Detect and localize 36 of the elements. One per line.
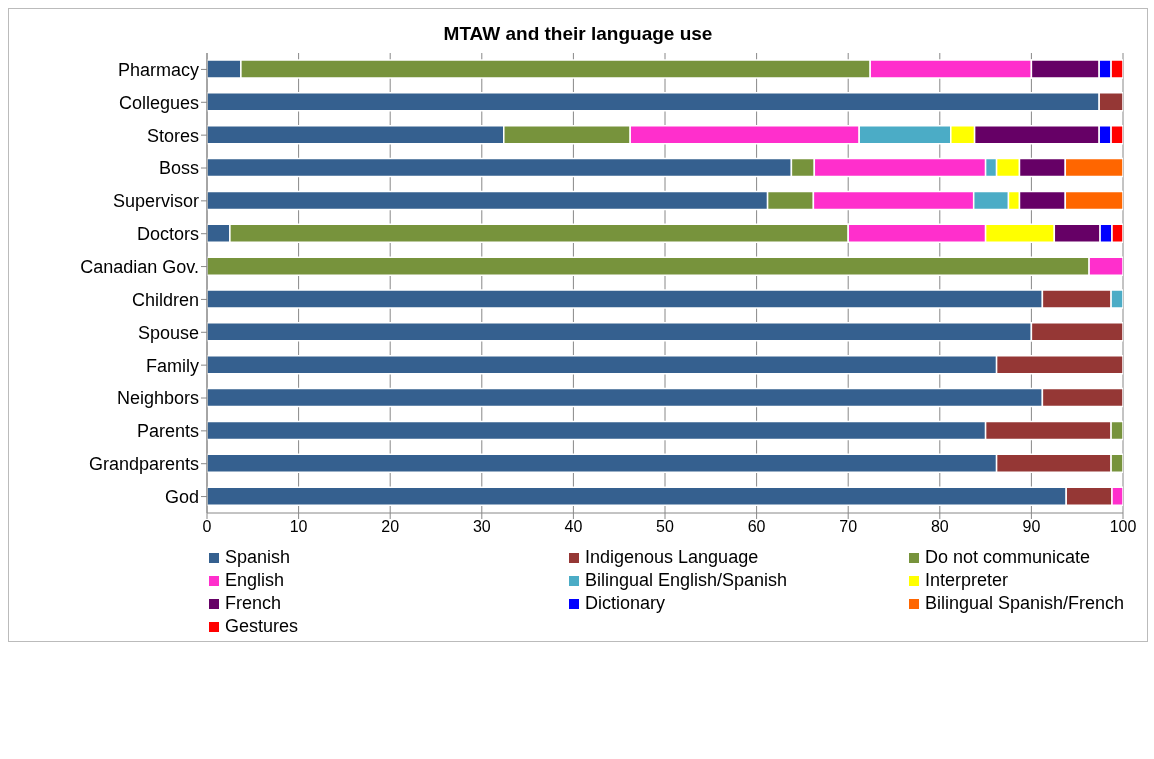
x-tick-label: 60 xyxy=(747,518,766,536)
legend-label: Dictionary xyxy=(585,593,666,614)
legend-label: Bilingual Spanish/French xyxy=(925,593,1125,614)
x-tick-label: 70 xyxy=(839,518,858,536)
legend-label: Bilingual English/Spanish xyxy=(585,570,788,591)
x-tick-label: 90 xyxy=(1022,518,1041,536)
chart-title: MTAW and their language use xyxy=(442,22,714,46)
y-tick-label: Boss xyxy=(158,158,199,179)
y-tick-label: Pharmacy xyxy=(117,59,199,80)
y-tick-label: Collegues xyxy=(118,92,199,113)
y-tick-label: Supervisor xyxy=(112,191,199,212)
y-tick-label: Neighbors xyxy=(116,388,199,409)
x-tick-label: 0 xyxy=(202,518,212,536)
legend-label: Gestures xyxy=(225,616,299,637)
y-tick-label: Children xyxy=(131,289,199,310)
y-tick-label: God xyxy=(164,486,199,507)
x-tick-label: 20 xyxy=(381,518,400,536)
legend-label: French xyxy=(225,593,282,614)
legend-label: Indigenous Language xyxy=(585,547,759,568)
x-tick-label: 30 xyxy=(472,518,491,536)
y-tick-label: Doctors xyxy=(136,224,199,245)
y-tick-label: Stores xyxy=(146,125,199,146)
x-tick-label: 40 xyxy=(564,518,583,536)
legend-label: English xyxy=(225,570,285,591)
y-tick-label: Canadian Gov. xyxy=(80,256,199,277)
x-tick-label: 10 xyxy=(289,518,308,536)
y-tick-label: Parents xyxy=(136,421,199,442)
legend-label: Do not communicate xyxy=(925,547,1091,568)
legend-label: Spanish xyxy=(225,547,291,568)
x-tick-label: 100 xyxy=(1109,518,1137,536)
legend-label: Interpreter xyxy=(925,570,1009,591)
y-tick-label: Spouse xyxy=(137,322,199,343)
y-tick-label: Grandparents xyxy=(88,454,199,475)
x-tick-label: 80 xyxy=(930,518,949,536)
x-tick-label: 50 xyxy=(656,518,674,536)
y-tick-label: Family xyxy=(146,355,199,376)
